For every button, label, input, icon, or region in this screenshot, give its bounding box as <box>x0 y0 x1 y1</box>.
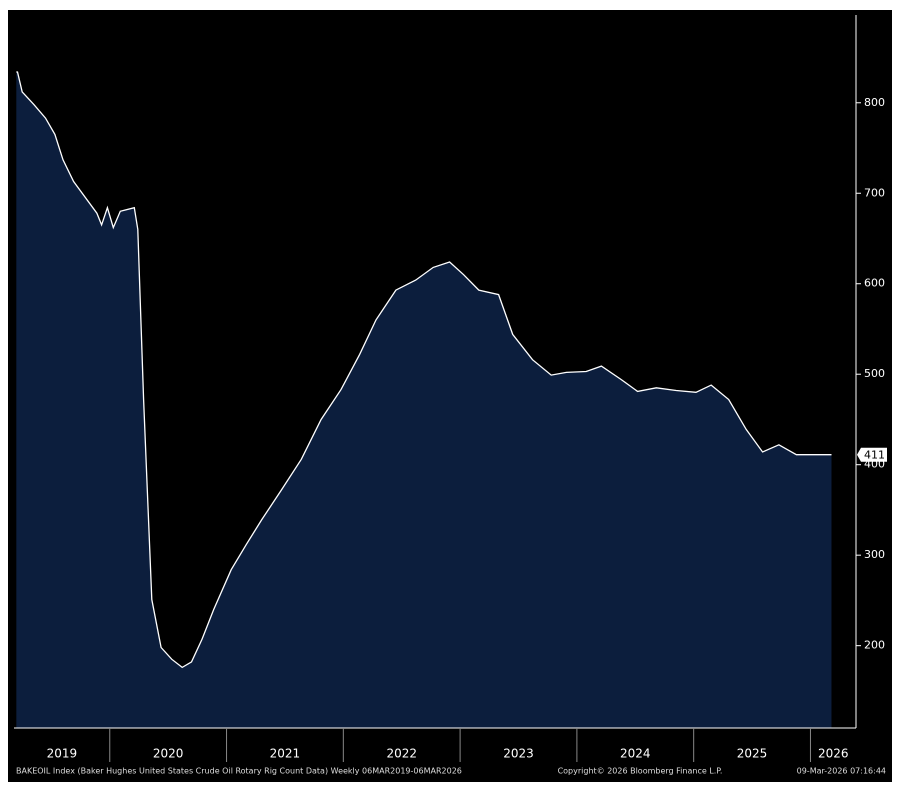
x-tick-label: 2022 <box>386 747 417 761</box>
x-tick-label: 2025 <box>737 747 768 761</box>
last-value-label: 411 <box>864 449 885 462</box>
footer-source: BAKEOIL Index (Baker Hughes United State… <box>16 767 462 776</box>
x-tick-label: 2026 <box>818 747 849 761</box>
footer-copyright: Copyright© 2026 Bloomberg Finance L.P. <box>558 767 723 776</box>
area <box>16 72 832 728</box>
last-value-box <box>857 447 887 462</box>
x-tick-label: 2024 <box>620 747 651 761</box>
y-tick-label: 600 <box>864 277 885 290</box>
y-tick-label: 700 <box>864 186 885 199</box>
footer-timestamp: 09-Mar-2026 07:16:44 <box>797 767 886 776</box>
y-tick-label: 300 <box>864 548 885 561</box>
x-tick-label: 2021 <box>270 747 301 761</box>
x-tick-label: 2023 <box>503 747 534 761</box>
y-tick-label: 500 <box>864 367 885 380</box>
line <box>16 71 832 669</box>
y-tick-label: 800 <box>864 96 885 109</box>
y-tick-label: 400 <box>864 458 885 471</box>
y-tick-label: 200 <box>864 639 885 652</box>
x-tick-label: 2020 <box>153 747 184 761</box>
x-tick-label: 2019 <box>47 747 78 761</box>
